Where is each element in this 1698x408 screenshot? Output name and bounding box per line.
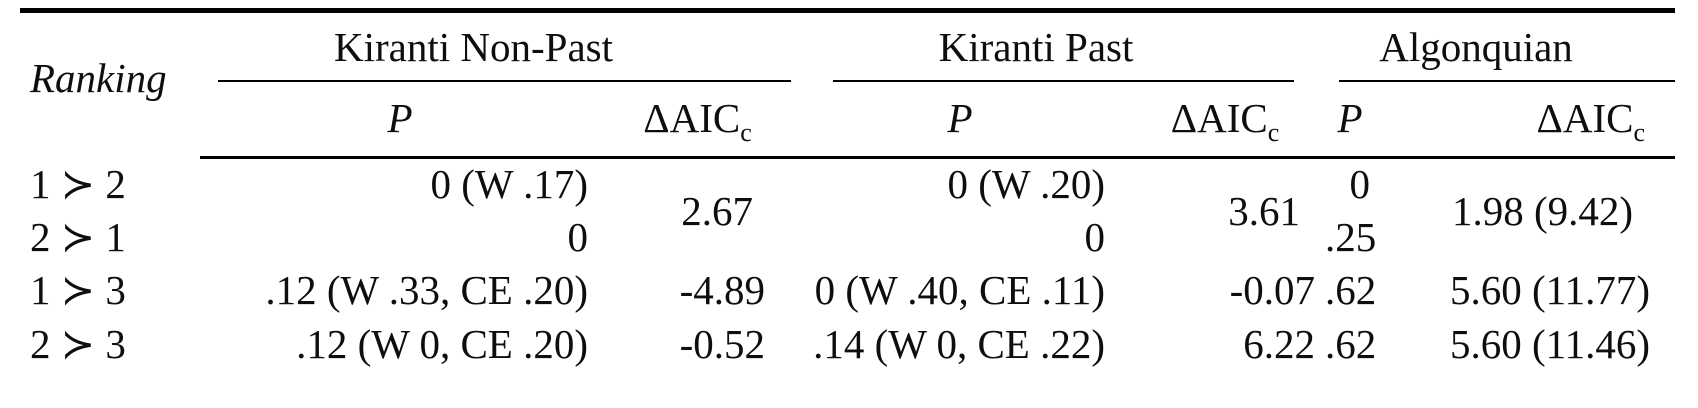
table-row: 1 ≻ 3 .12 (W .33, CE .20) -4.89 0 (W .40… bbox=[20, 264, 1675, 318]
daicc-merged-cell: 2.67 bbox=[681, 187, 753, 234]
daicc-column-header: ΔAICc bbox=[1405, 81, 1676, 159]
group-label: Kiranti Past bbox=[938, 23, 1134, 70]
daicc-cell: 5.60 (11.46) bbox=[1449, 320, 1651, 367]
table-row: 2 ≻ 1 0 0 .25 bbox=[20, 211, 1675, 264]
group-header-algonquian: Algonquian bbox=[1325, 11, 1676, 82]
daicc-cell: -0.52 bbox=[679, 320, 765, 367]
group-header-kiranti-non-past: Kiranti Non-Past bbox=[200, 11, 795, 82]
group-label: Kiranti Non-Past bbox=[334, 23, 613, 70]
group-underline-rule bbox=[833, 79, 1295, 82]
ranking-label: Ranking bbox=[30, 54, 167, 101]
daicc-cell: 5.60 (11.77) bbox=[1449, 267, 1651, 313]
p-value-cell: .12 (W 0, CE .20) bbox=[296, 320, 588, 367]
table-row: 1 ≻ 2 0 (W .17) 2.67 0 (W .20) 3.61 0 1.… bbox=[20, 158, 1675, 231]
daicc-subscript: c bbox=[1267, 118, 1280, 148]
model-comparison-table: Ranking Kiranti Non-Past Kiranti Past Al… bbox=[20, 8, 1676, 371]
p-value-cell: .62 bbox=[1325, 267, 1377, 313]
p-value-cell: 0 bbox=[567, 213, 589, 260]
p-value-cell: 0 (W .40, CE .11) bbox=[814, 267, 1105, 313]
group-label: Algonquian bbox=[1379, 23, 1573, 70]
daicc-merged-cell: 3.61 bbox=[1228, 187, 1301, 234]
daicc-merged-cell: 1.98 (9.42) bbox=[1451, 187, 1634, 234]
p-column-header: P bbox=[200, 81, 600, 159]
table-row: 2 ≻ 3 .12 (W 0, CE .20) -0.52 .14 (W 0, … bbox=[20, 318, 1675, 371]
daicc-cell: -0.07 bbox=[1229, 267, 1316, 313]
daicc-label: ΔAIC bbox=[643, 95, 741, 142]
group-header-kiranti-past: Kiranti Past bbox=[795, 11, 1325, 82]
daicc-label: ΔAIC bbox=[1170, 95, 1268, 142]
p-value-cell: .14 (W 0, CE .22) bbox=[813, 320, 1105, 367]
p-value-cell: .25 bbox=[1325, 213, 1377, 260]
ranking-cell: 2 ≻ 1 bbox=[30, 213, 126, 260]
p-value-cell: 0 bbox=[1084, 213, 1106, 260]
p-value-cell: 0 bbox=[1349, 161, 1371, 208]
p-value-cell: 0 (W .20) bbox=[947, 161, 1105, 208]
sub-header-row: P ΔAICc P ΔAICc P ΔAICc bbox=[20, 81, 1676, 159]
daicc-column-header: ΔAICc bbox=[1125, 81, 1326, 159]
daicc-label: ΔAIC bbox=[1536, 95, 1634, 142]
group-underline-rule bbox=[1339, 79, 1676, 82]
p-value-cell: .12 (W .33, CE .20) bbox=[265, 267, 588, 313]
group-underline-rule bbox=[218, 79, 791, 82]
ranking-cell: 2 ≻ 3 bbox=[30, 320, 126, 367]
ranking-cell: 1 ≻ 2 bbox=[30, 160, 126, 207]
ranking-column-header: Ranking bbox=[20, 11, 200, 158]
daicc-cell: -4.89 bbox=[679, 267, 765, 313]
daicc-column-header: ΔAICc bbox=[600, 81, 795, 159]
ranking-cell: 1 ≻ 3 bbox=[30, 267, 126, 313]
p-value-cell: 0 (W .17) bbox=[430, 161, 588, 208]
p-column-header: P bbox=[795, 81, 1125, 159]
group-header-row: Ranking Kiranti Non-Past Kiranti Past Al… bbox=[20, 11, 1676, 98]
p-column-header: P bbox=[1325, 81, 1406, 159]
p-value-cell: .62 bbox=[1325, 320, 1377, 367]
daicc-subscript: c bbox=[740, 118, 752, 148]
daicc-subscript: c bbox=[1633, 118, 1646, 148]
daicc-cell: 6.22 bbox=[1243, 320, 1316, 367]
